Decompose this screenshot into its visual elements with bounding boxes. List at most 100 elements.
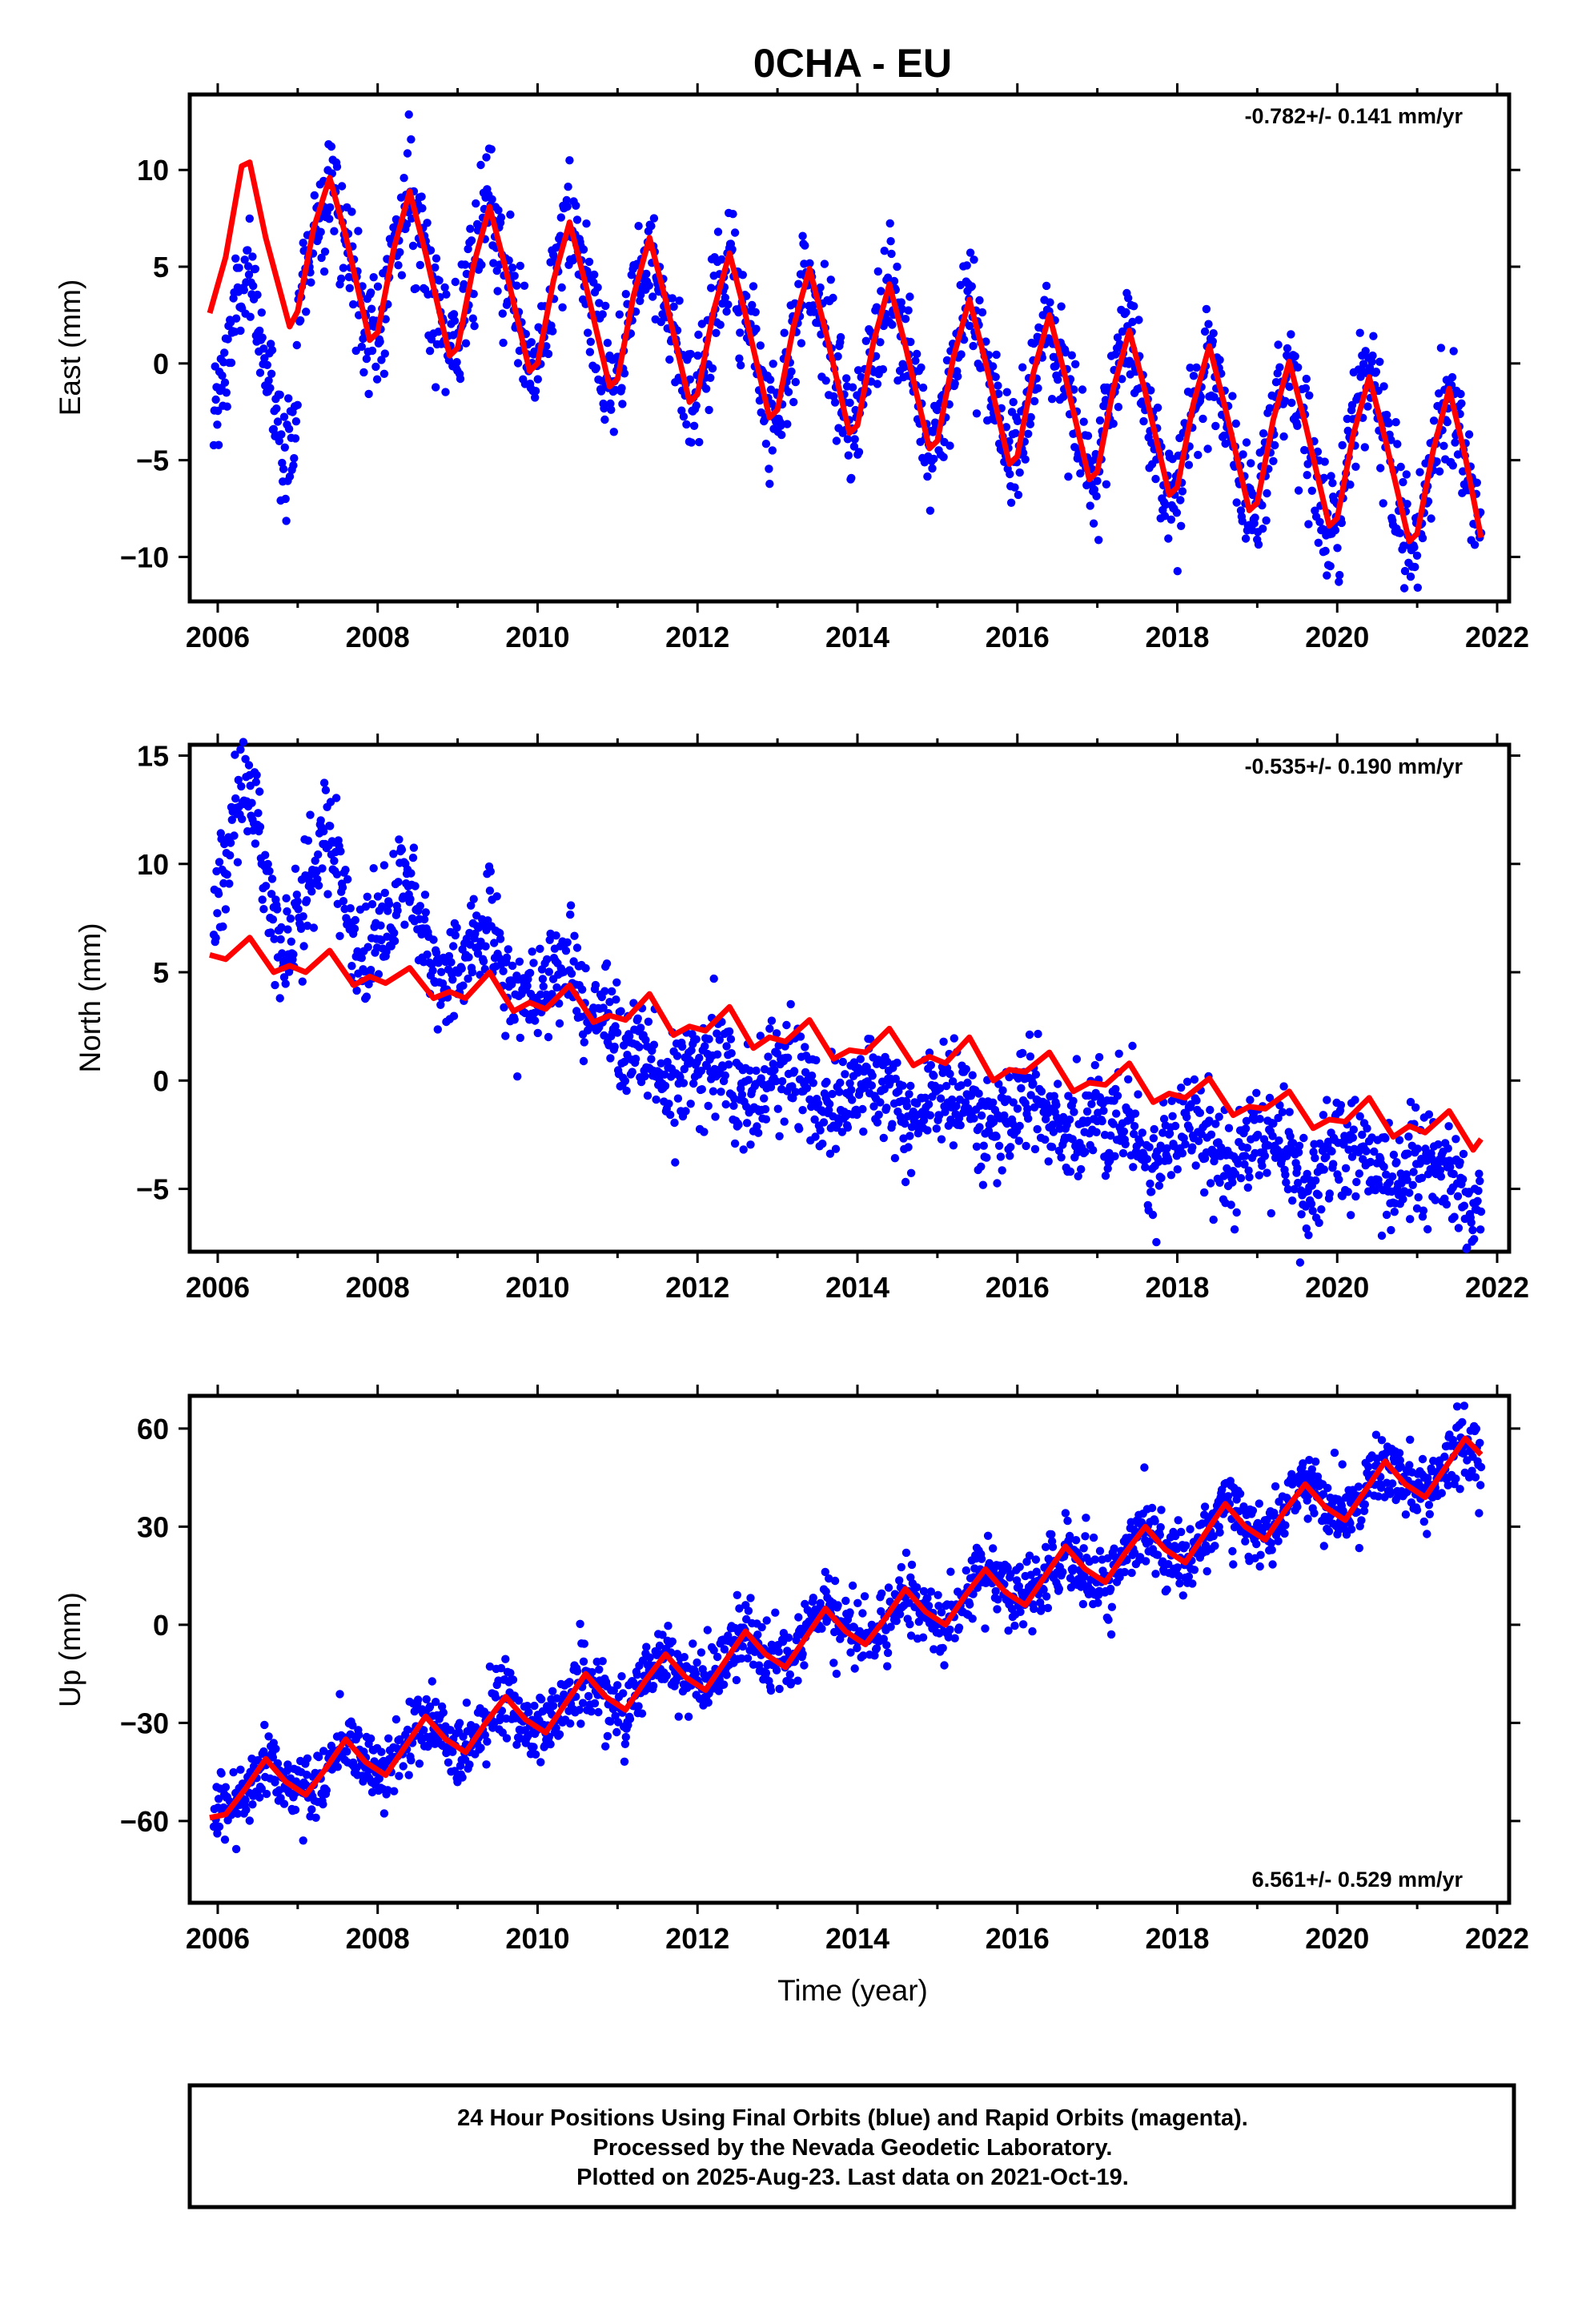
data-point [468,314,477,323]
data-point [379,861,389,870]
data-point [582,219,591,228]
data-point [436,1000,445,1010]
data-point [735,354,744,363]
data-point [872,303,881,312]
data-point [345,283,354,292]
data-point [906,1168,916,1178]
data-point [1268,1132,1277,1140]
data-point [566,910,575,919]
data-point [1253,1130,1263,1140]
data-point [1241,1124,1251,1133]
data-point [1215,356,1224,364]
x-tick-label: 2008 [346,621,410,653]
data-point [708,364,717,373]
data-point [1121,1140,1130,1149]
data-point [954,372,962,381]
data-point [426,246,436,255]
data-point [374,970,383,979]
data-point [905,1620,914,1629]
data-point [891,1074,901,1084]
data-point [1157,1173,1166,1183]
data-point [876,338,885,347]
data-point [1150,1124,1158,1134]
data-point [437,967,446,977]
data-point [556,213,565,222]
data-point [299,1836,307,1845]
data-point [1443,417,1452,427]
data-point [1431,1196,1440,1204]
data-point [785,1670,794,1679]
data-point [769,360,777,368]
data-point [506,1668,515,1678]
data-point [375,1774,383,1783]
data-point [255,1793,264,1802]
data-point [707,283,716,292]
data-point [576,1719,585,1728]
data-point [331,794,341,802]
data-point [913,349,921,359]
data-point [893,262,901,271]
data-point [516,1734,524,1743]
data-point [265,866,274,876]
data-point [1188,1143,1197,1152]
panel-east: 2006 2008 2010 2012 2014 2016 2018 2020 2022−10−… [54,83,1529,653]
data-point [1281,1170,1290,1180]
data-point [606,399,615,408]
data-point [1215,1112,1223,1121]
data-point [1382,1170,1391,1179]
data-point [1390,1208,1399,1216]
data-point [476,160,485,170]
data-point [761,1115,771,1124]
data-point [642,269,651,279]
data-point [1231,1169,1240,1179]
data-point [1113,1092,1122,1100]
data-point [679,412,689,421]
data-point [817,1624,826,1633]
data-point [286,914,295,923]
data-point [1026,412,1035,422]
data-point [1087,1100,1096,1108]
data-point [270,935,279,943]
data-point [849,442,859,451]
data-point [1436,1172,1446,1181]
data-point [1173,567,1182,576]
data-point [889,276,899,286]
data-point [1366,1157,1375,1167]
data-point [1178,487,1187,496]
data-point [794,279,803,288]
data-point [689,1079,698,1088]
data-point [566,1719,575,1728]
data-point [1061,348,1070,357]
data-point [246,312,255,321]
data-point [685,375,694,384]
data-point [1232,1208,1241,1217]
data-point [1015,468,1024,477]
data-point [905,292,914,301]
data-point [617,1672,626,1681]
data-point [1185,1124,1194,1133]
data-point [684,1712,693,1721]
data-point [275,390,284,400]
data-point [1404,1132,1413,1141]
data-point [859,1651,868,1660]
scatter-points-east [209,110,1486,593]
data-point [861,336,871,345]
data-point [924,1602,934,1610]
data-point [1016,1607,1025,1617]
data-point [926,1060,936,1070]
data-point [1079,417,1088,426]
data-point [367,966,375,975]
data-point [1192,363,1201,372]
data-point [377,1747,386,1756]
data-point [1069,1564,1078,1573]
data-point [502,953,512,963]
data-point [1245,1172,1254,1182]
data-point [853,1643,861,1653]
data-point [461,339,471,348]
data-point [408,241,418,251]
data-point [796,1032,805,1041]
data-point [247,798,256,807]
data-point [417,192,426,201]
data-point [487,145,496,154]
data-point [1320,457,1329,466]
